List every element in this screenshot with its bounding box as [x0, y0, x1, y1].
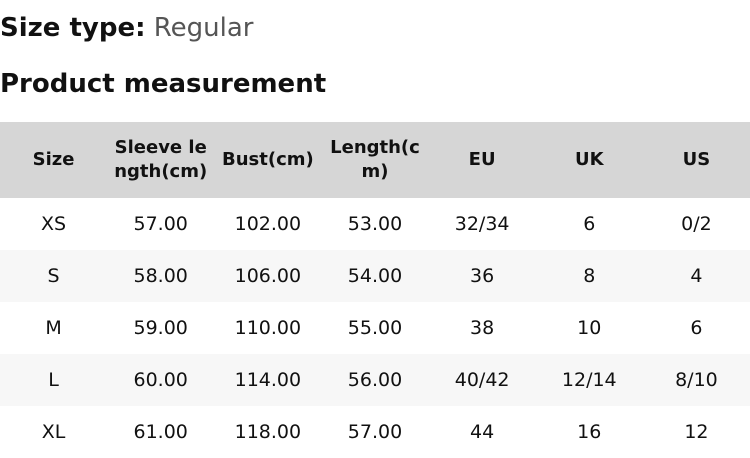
column-header: EU	[428, 122, 536, 198]
column-header: UK	[535, 122, 643, 198]
table-cell: 10	[577, 317, 602, 339]
table-cell: 53.00	[347, 213, 403, 235]
column-header: Size	[0, 122, 108, 198]
table-cell: 38	[470, 317, 495, 339]
table-cell: 16	[577, 421, 602, 443]
table-cell: 0/2	[681, 213, 712, 235]
measurement-table: Size Sleeve length(cm) Bust(cm) Length(cm) E…	[0, 122, 750, 458]
table-cell: 6	[690, 317, 703, 339]
table-row: XL 61.00 118.00 57.00 44 16 12	[0, 406, 750, 458]
size-type-value: Regular	[153, 13, 254, 43]
table-cell: XL	[41, 421, 66, 443]
table-cell: 12/14	[535, 354, 643, 406]
table-cell: 61.00	[133, 421, 188, 443]
table-cell: 57.00	[347, 421, 403, 443]
table-cell: 54.00	[321, 250, 429, 302]
table-cell: 55.00	[347, 317, 403, 339]
table-header-row: Size Sleeve length(cm) Bust(cm) Length(cm) E…	[0, 122, 750, 198]
column-header: US	[642, 122, 750, 198]
table-cell: 57.00	[133, 213, 188, 235]
table-cell: 110.00	[234, 317, 302, 339]
table-cell: 56.00	[321, 354, 429, 406]
table-cell: 32/34	[454, 213, 510, 235]
table-cell: 12	[684, 421, 709, 443]
size-type: Size type: Regular	[0, 11, 253, 45]
column-header: Bust(cm)	[214, 122, 322, 198]
table-cell: S	[0, 250, 108, 302]
table-cell: XS	[41, 213, 67, 235]
table-cell: 58.00	[107, 250, 215, 302]
table-cell: 44	[470, 421, 495, 443]
table-cell: 114.00	[214, 354, 322, 406]
table-cell: 60.00	[107, 354, 215, 406]
table-cell: 8	[535, 250, 643, 302]
table-cell: 6	[583, 213, 596, 235]
section-title: Product measurement	[0, 69, 327, 99]
column-header: Length(cm)	[321, 122, 429, 198]
table-cell: 40/42	[428, 354, 536, 406]
table-row: S 58.00 106.00 54.00 36 8 4	[0, 250, 750, 302]
table-cell: 4	[642, 250, 750, 302]
column-header: Sleeve length(cm)	[107, 122, 215, 198]
table-cell: 106.00	[214, 250, 322, 302]
table-row: M 59.00 110.00 55.00 38 10 6	[0, 302, 750, 354]
table-cell: 36	[428, 250, 536, 302]
table-cell: 59.00	[133, 317, 188, 339]
table-cell: 102.00	[234, 213, 302, 235]
table-row: XS 57.00 102.00 53.00 32/34 6 0/2	[0, 198, 750, 250]
table-cell: L	[0, 354, 108, 406]
size-type-label: Size type:	[0, 13, 146, 43]
table-row: L 60.00 114.00 56.00 40/42 12/14 8/10	[0, 354, 750, 406]
table-cell: 118.00	[234, 421, 302, 443]
table-cell: 8/10	[642, 354, 750, 406]
table-cell: M	[45, 317, 62, 339]
